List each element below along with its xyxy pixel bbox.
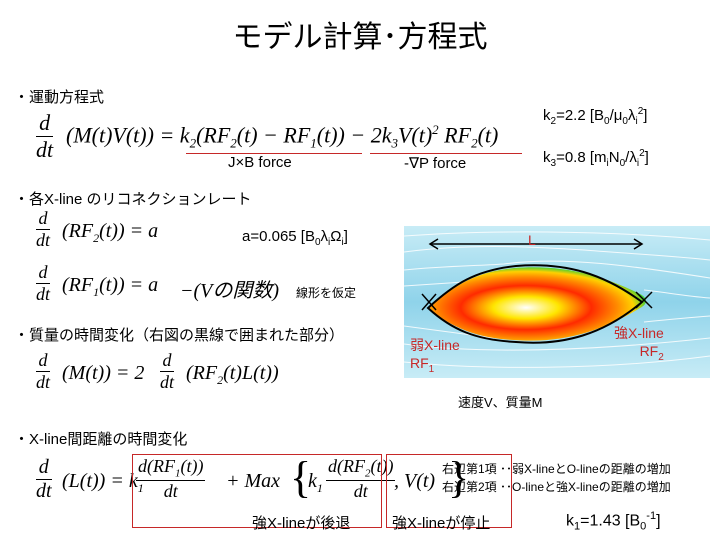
jxb-label: J×B force [228, 154, 292, 171]
figure-L-label: L [528, 232, 536, 248]
weak-xline-label: 弱X-line RF1 [410, 337, 460, 375]
magnetic-island [428, 267, 646, 341]
gradp-label: -∇P force [404, 155, 467, 172]
eq2-ddt: d dt [36, 208, 51, 250]
linear-note: 線形を仮定 [296, 286, 357, 300]
strong-stop-box [386, 454, 512, 528]
k2-param: k2=2.2 [B0/μ0λi2] [543, 106, 648, 127]
figure-caption: 速度V、質量M [458, 395, 543, 410]
section-distance: ・X-line間距離の時間変化 [14, 431, 188, 448]
eq5-frac1: d(RF1(t)) dt [136, 456, 206, 501]
strong-x-marker [635, 291, 653, 309]
jxb-underline [186, 153, 362, 154]
eq3-vfunc: −(Vの関数) [180, 280, 280, 302]
remark-term2: 右辺第2項 ･･O-lineと強X-lineの距離の増加 [442, 480, 671, 494]
strong-retreat-box [132, 454, 382, 528]
gradp-underline [370, 153, 522, 154]
eq1-body: (M(t)V(t)) = k2(RF2(t) − RF1(t)) − 2k3V(… [66, 122, 499, 151]
eq1-ddt: d dt [36, 110, 54, 162]
k3-param: k3=0.8 [miN0/λi2] [543, 148, 649, 169]
simulation-figure [404, 226, 710, 378]
section-reconnection: ・各X-line のリコネクションレート [14, 191, 252, 208]
eq3-body: (RF1(t)) = a [62, 274, 159, 299]
eq5-lhs: (L(t)) = k1 [62, 470, 144, 495]
eq3-ddt: d dt [36, 262, 51, 304]
section-mass: ・質量の時間変化（右図の黒線で囲まれた部分） [14, 327, 345, 344]
eq4-ddt2: d dt [160, 350, 175, 392]
k1-param: k1=1.43 [B0-1] [566, 510, 661, 533]
strong-xline-label: 強X-line RF2 [614, 325, 664, 363]
eq5-max: + Max [226, 470, 281, 492]
a-param: a=0.065 [B0λiΩi] [242, 228, 348, 248]
page-title: モデル計算･方程式 [232, 20, 488, 55]
eq4-lhs: (M(t)) = 2 [62, 362, 145, 384]
strong-retreat-label: 強X-lineが後退 [252, 515, 351, 532]
eq5-brace-right: } [448, 453, 470, 502]
section-motion: ・運動方程式 [14, 89, 105, 106]
remark-term1: 右辺第1項 ･･弱X-lineとO-lineの距離の増加 [442, 462, 671, 476]
eq5-vt: , V(t) [394, 470, 436, 492]
eq5-brace-left: { [290, 453, 312, 502]
eq4-rhs: (RF2(t)L(t)) [186, 362, 279, 387]
eq4-ddt: d dt [36, 350, 51, 392]
weak-x-marker [421, 293, 437, 311]
strong-stop-label: 強X-lineが停止 [392, 515, 491, 532]
eq2-body: (RF2(t)) = a [62, 220, 159, 245]
eq5-ddt: d dt [36, 456, 52, 502]
eq5-k1: k1 [308, 470, 323, 495]
